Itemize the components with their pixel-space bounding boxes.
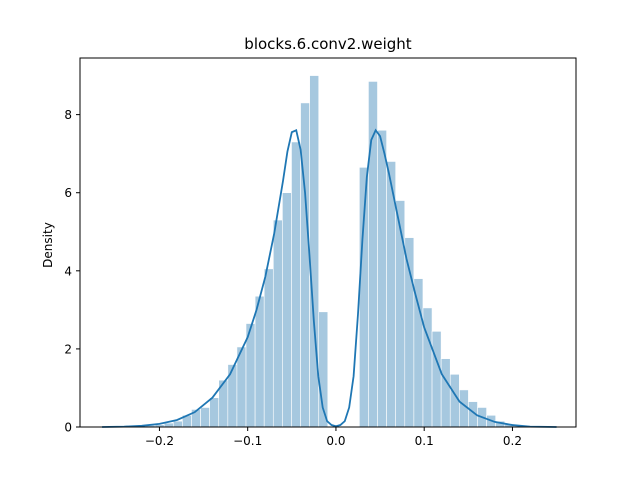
histogram-bar <box>227 364 238 428</box>
histogram-bar <box>431 331 442 428</box>
histogram-bar <box>413 278 424 428</box>
y-axis-ticks: 0 2 4 6 8 <box>64 108 80 435</box>
histogram-bar <box>282 192 292 428</box>
histogram-bar <box>272 219 283 428</box>
x-tick-label: −0.2 <box>145 434 174 448</box>
histogram-bar <box>377 129 387 428</box>
x-tick-label: 0.2 <box>503 434 522 448</box>
y-tick-label: 4 <box>64 264 72 278</box>
x-tick-label: −0.1 <box>233 434 262 448</box>
kde-curve <box>102 128 557 428</box>
histogram-bar <box>254 295 265 428</box>
histogram-bar <box>368 81 378 428</box>
y-tick-label: 8 <box>64 108 72 122</box>
histogram-bar <box>440 358 451 428</box>
histogram-bar <box>300 102 310 428</box>
histogram-bar <box>291 141 301 428</box>
y-tick-label: 6 <box>64 186 72 200</box>
chart-title: blocks.6.conv2.weight <box>244 35 412 53</box>
x-tick-label: 0.1 <box>415 434 434 448</box>
histogram-bar <box>209 397 220 428</box>
axes-frame <box>79 57 577 428</box>
histogram-bar <box>200 407 210 428</box>
x-axis-ticks: −0.2 −0.1 0.0 0.1 0.2 <box>145 427 522 448</box>
x-tick-label: 0.0 <box>326 434 345 448</box>
histogram-bar <box>404 237 415 428</box>
histogram-bar <box>163 422 174 428</box>
histogram-bar <box>395 200 406 428</box>
histogram-bar <box>172 420 183 428</box>
y-tick-label: 2 <box>64 342 72 356</box>
axes-border <box>79 57 577 428</box>
histogram-bar <box>263 268 274 428</box>
y-tick-label: 0 <box>64 421 72 435</box>
y-axis-label: Density <box>41 222 55 268</box>
